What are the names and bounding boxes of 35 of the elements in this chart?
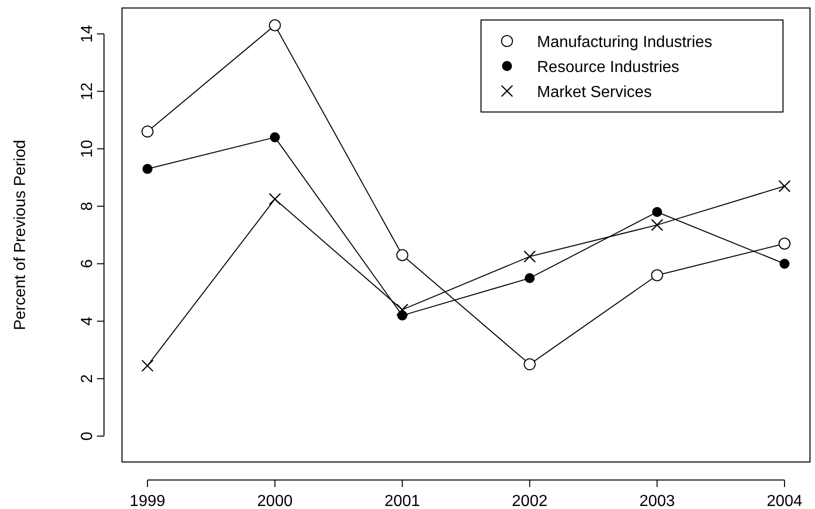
point [268,19,281,32]
legend-label: Manufacturing Industries [537,34,712,51]
point [778,238,791,250]
x-tick-label: 2003 [639,493,676,509]
y-axis-title: Percent of Previous Period [12,140,29,330]
point [142,164,152,174]
point [778,180,791,192]
x-tick-label: 2000 [257,493,293,509]
y-tick-label: 2 [79,374,96,384]
legend-label: Resource Industries [537,59,680,76]
point [270,132,280,142]
y-tick-label: 4 [79,316,96,326]
point [651,218,664,232]
point [524,273,535,284]
x-tick-label: 2004 [766,493,802,509]
y-tick-label: 10 [79,140,96,158]
y-tick-label: 6 [79,259,96,268]
y-tick-label: 8 [79,202,96,211]
y-tick-label: 0 [79,432,96,441]
legend-label: Market Services [537,84,652,101]
x-tick-label: 2002 [512,493,548,509]
x-tick-label: 2001 [384,493,420,509]
point [141,360,154,372]
point [652,207,662,218]
point [396,249,408,262]
point [268,192,281,206]
point [524,358,536,370]
x-tick-label: 1999 [130,493,166,509]
y-tick-label: 14 [79,24,96,43]
y-tick-label: 12 [79,82,96,100]
point [524,250,536,263]
point [780,258,790,269]
point [141,126,154,138]
point [396,304,408,316]
point [651,269,664,282]
